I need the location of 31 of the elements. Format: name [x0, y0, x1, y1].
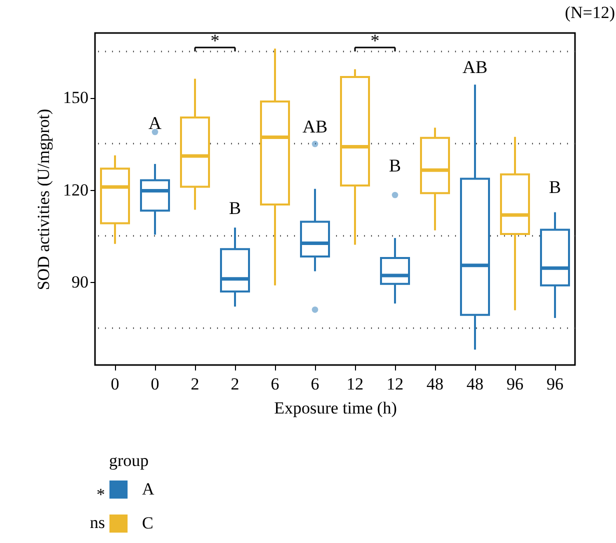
text: *	[96, 485, 105, 504]
x-tick-label: 2	[190, 374, 200, 394]
x-tick-label: 48	[466, 374, 484, 394]
y-tick-label: 90	[72, 272, 88, 292]
x-tick-label: 96	[506, 374, 524, 394]
x-tick-label: 0	[150, 374, 160, 394]
x-axis-title: Exposure time (h)	[274, 398, 397, 418]
annotation: B	[228, 198, 242, 218]
y-tick-label: 150	[63, 88, 88, 108]
y-axis-title: SOD activities (U/mgprot)	[34, 108, 53, 290]
x-tick-label: 12	[346, 374, 364, 394]
y-tick-label: 120	[63, 180, 88, 200]
legend-label: A	[142, 480, 155, 498]
x-tick-label: 6	[310, 374, 320, 394]
x-tick-label: 6	[270, 374, 280, 394]
x-tick-label: 12	[386, 374, 404, 394]
text: ns	[90, 513, 105, 532]
annotation: A	[148, 113, 162, 133]
annotation: *	[210, 30, 220, 50]
x-tick-label: 0	[110, 374, 120, 394]
annotation: B	[548, 177, 562, 198]
annotation: B	[388, 156, 402, 176]
annotation: *	[370, 30, 380, 50]
x-tick-label: 96	[546, 374, 564, 394]
annotation: AB	[302, 116, 328, 136]
x-tick-label: 2	[230, 374, 240, 394]
legend-title: group	[109, 451, 149, 470]
annotation: AB	[462, 57, 488, 77]
x-tick-label: 48	[426, 374, 444, 394]
legend-label: C	[142, 514, 154, 532]
text: (N=12)	[564, 3, 615, 22]
